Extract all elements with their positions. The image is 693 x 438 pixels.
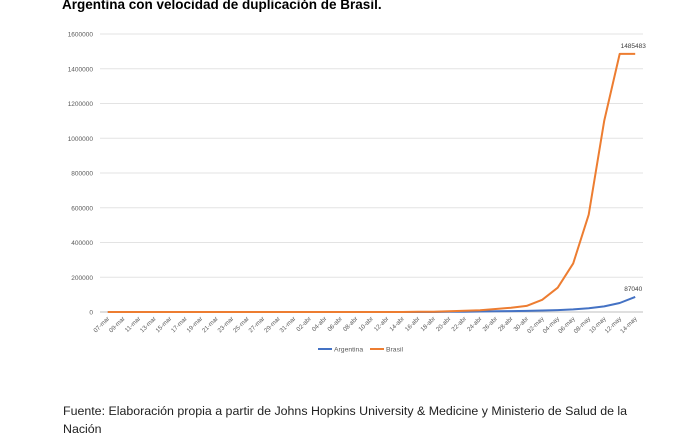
legend-label-brasil: Brasil: [386, 347, 403, 354]
y-tick-label: 1200000: [68, 101, 94, 108]
line-chart: 0 200000 400000 600000 800000 1000000 1200000 1…: [68, 32, 647, 354]
x-tick-label: 29-mar: [263, 315, 282, 334]
x-tick-label: 10-abr: [357, 315, 375, 333]
series-line-argentina: [107, 295, 636, 313]
x-tick-label: 14-may: [619, 315, 639, 335]
y-tick-label: 200000: [71, 275, 93, 282]
y-tick-label: 800000: [71, 171, 93, 178]
legend: Argentina Brasil: [318, 347, 403, 354]
x-tick-label: 09-mar: [108, 315, 127, 334]
x-tick-label: 08-abr: [342, 315, 360, 333]
series-lines: [107, 52, 636, 313]
data-label-brasil: 1485483: [621, 43, 647, 50]
y-tick-label: 0: [89, 310, 93, 317]
x-tick-label: 07-mar: [92, 315, 111, 334]
y-axis-tick-labels: 0 200000 400000 600000 800000 1000000 1200000 1…: [68, 32, 94, 317]
data-label-argentina: 87040: [624, 286, 642, 293]
y-tick-label: 1600000: [68, 32, 94, 39]
x-tick-label: 31-mar: [279, 315, 298, 334]
y-tick-label: 1000000: [68, 136, 94, 143]
x-tick-label: 16-abr: [404, 315, 422, 333]
source-footnote: Fuente: Elaboración propia a partir de J…: [63, 404, 628, 436]
y-tick-label: 1400000: [68, 66, 94, 73]
legend-label-argentina: Argentina: [334, 347, 363, 354]
data-labels: 87040 1485483: [621, 43, 647, 293]
x-tick-label: 02-abr: [295, 315, 313, 333]
x-tick-label: 28-abr: [497, 315, 515, 333]
x-tick-label: 24-abr: [466, 315, 484, 333]
y-tick-label: 400000: [71, 240, 93, 247]
x-tick-label: 04-abr: [311, 315, 329, 333]
chart-heading: Argentina con velocidad de duplicación d…: [62, 0, 382, 12]
x-tick-label: 22-abr: [450, 315, 468, 333]
x-tick-label: 13-mar: [139, 315, 158, 334]
y-tick-label: 600000: [71, 205, 93, 212]
x-tick-label: 26-abr: [481, 315, 499, 333]
series-line-brasil: [107, 52, 636, 313]
x-tick-label: 14-abr: [388, 315, 406, 333]
x-tick-label: 21-mar: [201, 315, 220, 334]
x-tick-label: 23-mar: [216, 315, 235, 334]
gridlines: [100, 33, 643, 313]
x-tick-label: 17-mar: [170, 315, 189, 334]
x-tick-label: 12-abr: [373, 315, 391, 333]
x-tick-label: 20-abr: [435, 315, 453, 333]
x-tick-label: 27-mar: [247, 315, 266, 334]
x-tick-label: 19-mar: [185, 315, 204, 334]
x-tick-label: 25-mar: [232, 315, 251, 334]
x-tick-label: 18-abr: [419, 315, 437, 333]
x-axis-tick-labels: 07-mar09-mar11-mar13-mar15-mar17-mar19-m…: [92, 315, 639, 335]
x-tick-label: 06-abr: [326, 315, 344, 333]
x-tick-label: 15-mar: [154, 315, 173, 334]
